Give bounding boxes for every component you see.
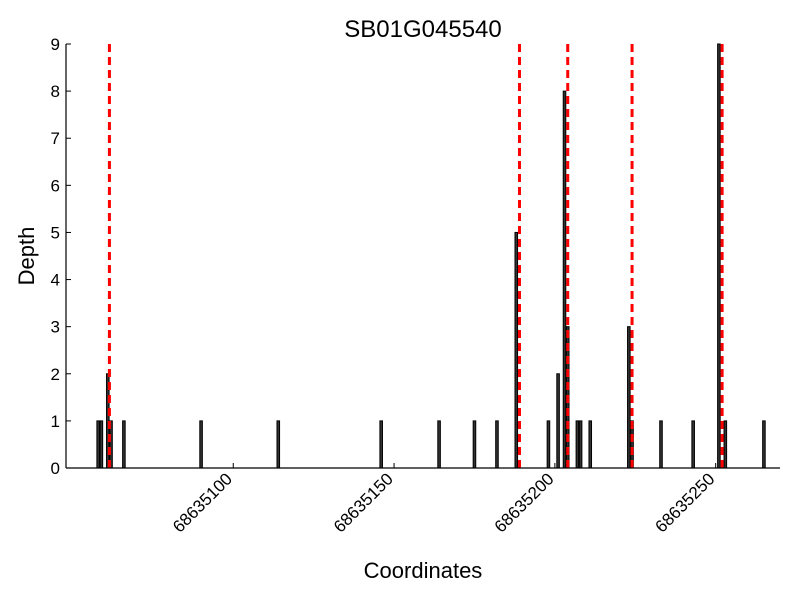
depth-bar [199, 420, 203, 469]
y-axis-label: Depth [14, 227, 39, 286]
depth-bar [514, 231, 519, 469]
x-tick-label: 68635200 [491, 469, 558, 536]
depth-bar [659, 420, 663, 469]
depth-bar [556, 373, 560, 469]
depth-bar [578, 420, 583, 469]
depth-bar [723, 420, 728, 469]
depth-bar [627, 326, 631, 469]
depth-bar [762, 420, 766, 469]
depth-bar [437, 420, 441, 469]
depth-bar [379, 420, 383, 469]
y-tick-label: 2 [51, 365, 60, 384]
depth-bar [99, 420, 104, 469]
depth-bar [276, 420, 281, 469]
depth-bar [472, 420, 477, 469]
y-tick-label: 5 [51, 223, 60, 242]
plot-area: 0 1 2 3 4 5 6 7 8 9 68635100 68635150 68635200 686352… [51, 35, 780, 536]
chart-title: SB01G045540 [344, 16, 501, 43]
depth-bar [717, 43, 721, 469]
depth-bar [546, 420, 551, 469]
depth-bar [691, 420, 695, 469]
x-tick-label: 68635100 [169, 469, 236, 536]
depth-bar [122, 420, 126, 469]
x-tick-label: 68635250 [652, 469, 719, 536]
y-tick-label: 3 [51, 318, 60, 337]
y-tick-label: 4 [51, 271, 60, 290]
depth-bar [588, 420, 593, 469]
depth-bar [562, 90, 567, 469]
depth-bar [495, 420, 499, 469]
depth-bar [575, 420, 580, 469]
y-tick-label: 1 [51, 412, 60, 431]
y-tick-label: 0 [51, 459, 60, 478]
y-tick-label: 9 [51, 35, 60, 54]
y-tick-label: 6 [51, 176, 60, 195]
x-tick-label: 68635150 [330, 469, 397, 536]
y-tick-label: 7 [51, 129, 60, 148]
depth-bar [96, 420, 100, 469]
y-tick-label: 8 [51, 82, 60, 101]
x-axis-label: Coordinates [364, 558, 483, 583]
